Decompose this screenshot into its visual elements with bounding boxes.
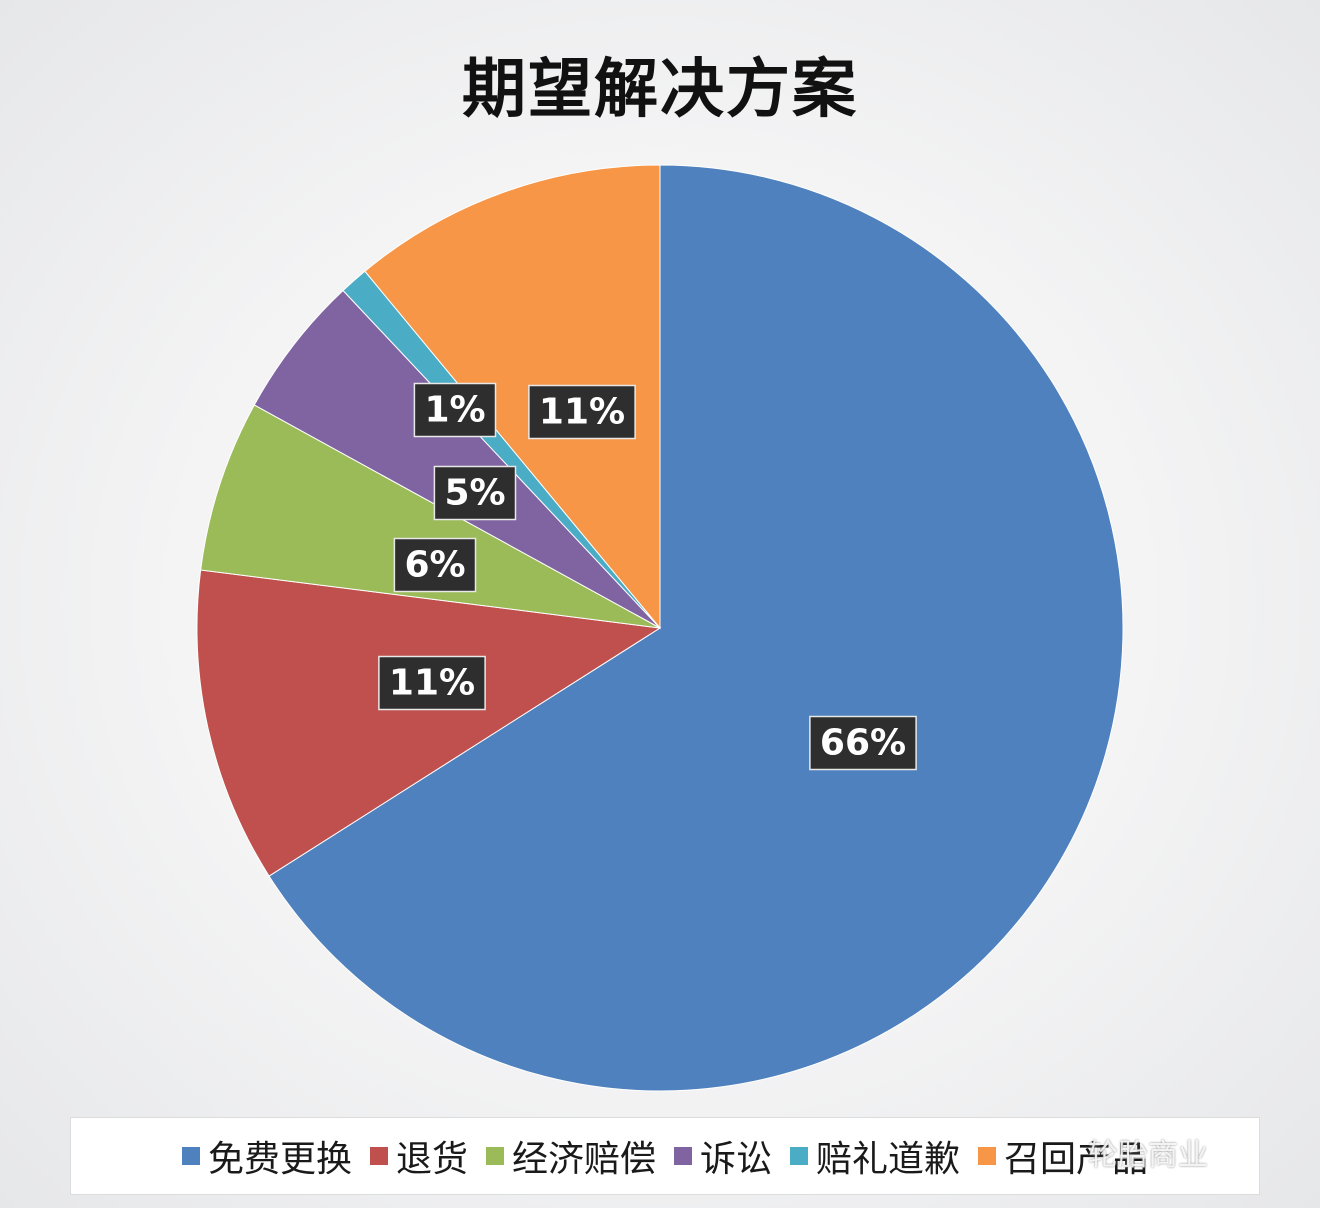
chart-title: 期望解决方案	[462, 53, 858, 127]
data-label-text: 66%	[820, 723, 906, 764]
data-label-2: 11%	[378, 655, 486, 711]
legend-swatch	[485, 1147, 504, 1165]
data-label-text: 6%	[404, 545, 465, 586]
legend-label: 退货	[395, 1139, 468, 1180]
pie-slice-3	[200, 404, 661, 629]
data-label-text: 11%	[389, 663, 475, 704]
data-label-5: 1%	[413, 382, 497, 438]
data-label-text: 5%	[444, 473, 505, 514]
data-label-3: 6%	[393, 537, 477, 593]
pie-data-labels: 66% 11% 6% 5% 1% 11%	[378, 382, 917, 771]
pie-slice-6	[364, 164, 661, 630]
data-label-4: 5%	[433, 465, 517, 521]
legend-label: 诉讼	[700, 1139, 773, 1180]
legend-item-4: 诉讼	[674, 1130, 772, 1182]
legend-label: 赔礼道歉	[816, 1139, 961, 1180]
watermark: 轮胎商业	[1088, 1138, 1208, 1173]
legend: 免费更换 退货 经济赔偿 诉讼 赔礼道歉 召回产品	[70, 1117, 1260, 1195]
pie-slices	[196, 164, 1124, 1092]
data-label-6: 11%	[528, 384, 636, 440]
legend-label: 经济赔偿	[511, 1139, 656, 1180]
legend-label: 召回产品	[1004, 1139, 1149, 1180]
legend-swatch	[674, 1147, 692, 1165]
legend-item-1: 免费更换	[181, 1130, 352, 1182]
data-label-1: 66%	[809, 715, 917, 771]
pie-slice-1	[268, 164, 1124, 1092]
legend-item-3: 经济赔偿	[485, 1130, 656, 1182]
legend-item-6: 召回产品	[978, 1130, 1148, 1182]
data-label-text: 11%	[539, 392, 625, 433]
legend-swatch	[790, 1147, 809, 1165]
pie-slice-4	[253, 289, 661, 629]
legend-swatch	[369, 1147, 388, 1165]
legend-swatch	[181, 1147, 200, 1165]
legend-label: 免费更换	[207, 1139, 352, 1180]
legend-item-2: 退货	[369, 1130, 468, 1182]
legend-item-5: 赔礼道歉	[790, 1130, 960, 1182]
legend-swatch	[978, 1147, 997, 1165]
pie-slice-2	[196, 569, 662, 877]
data-label-text: 1%	[424, 390, 485, 431]
